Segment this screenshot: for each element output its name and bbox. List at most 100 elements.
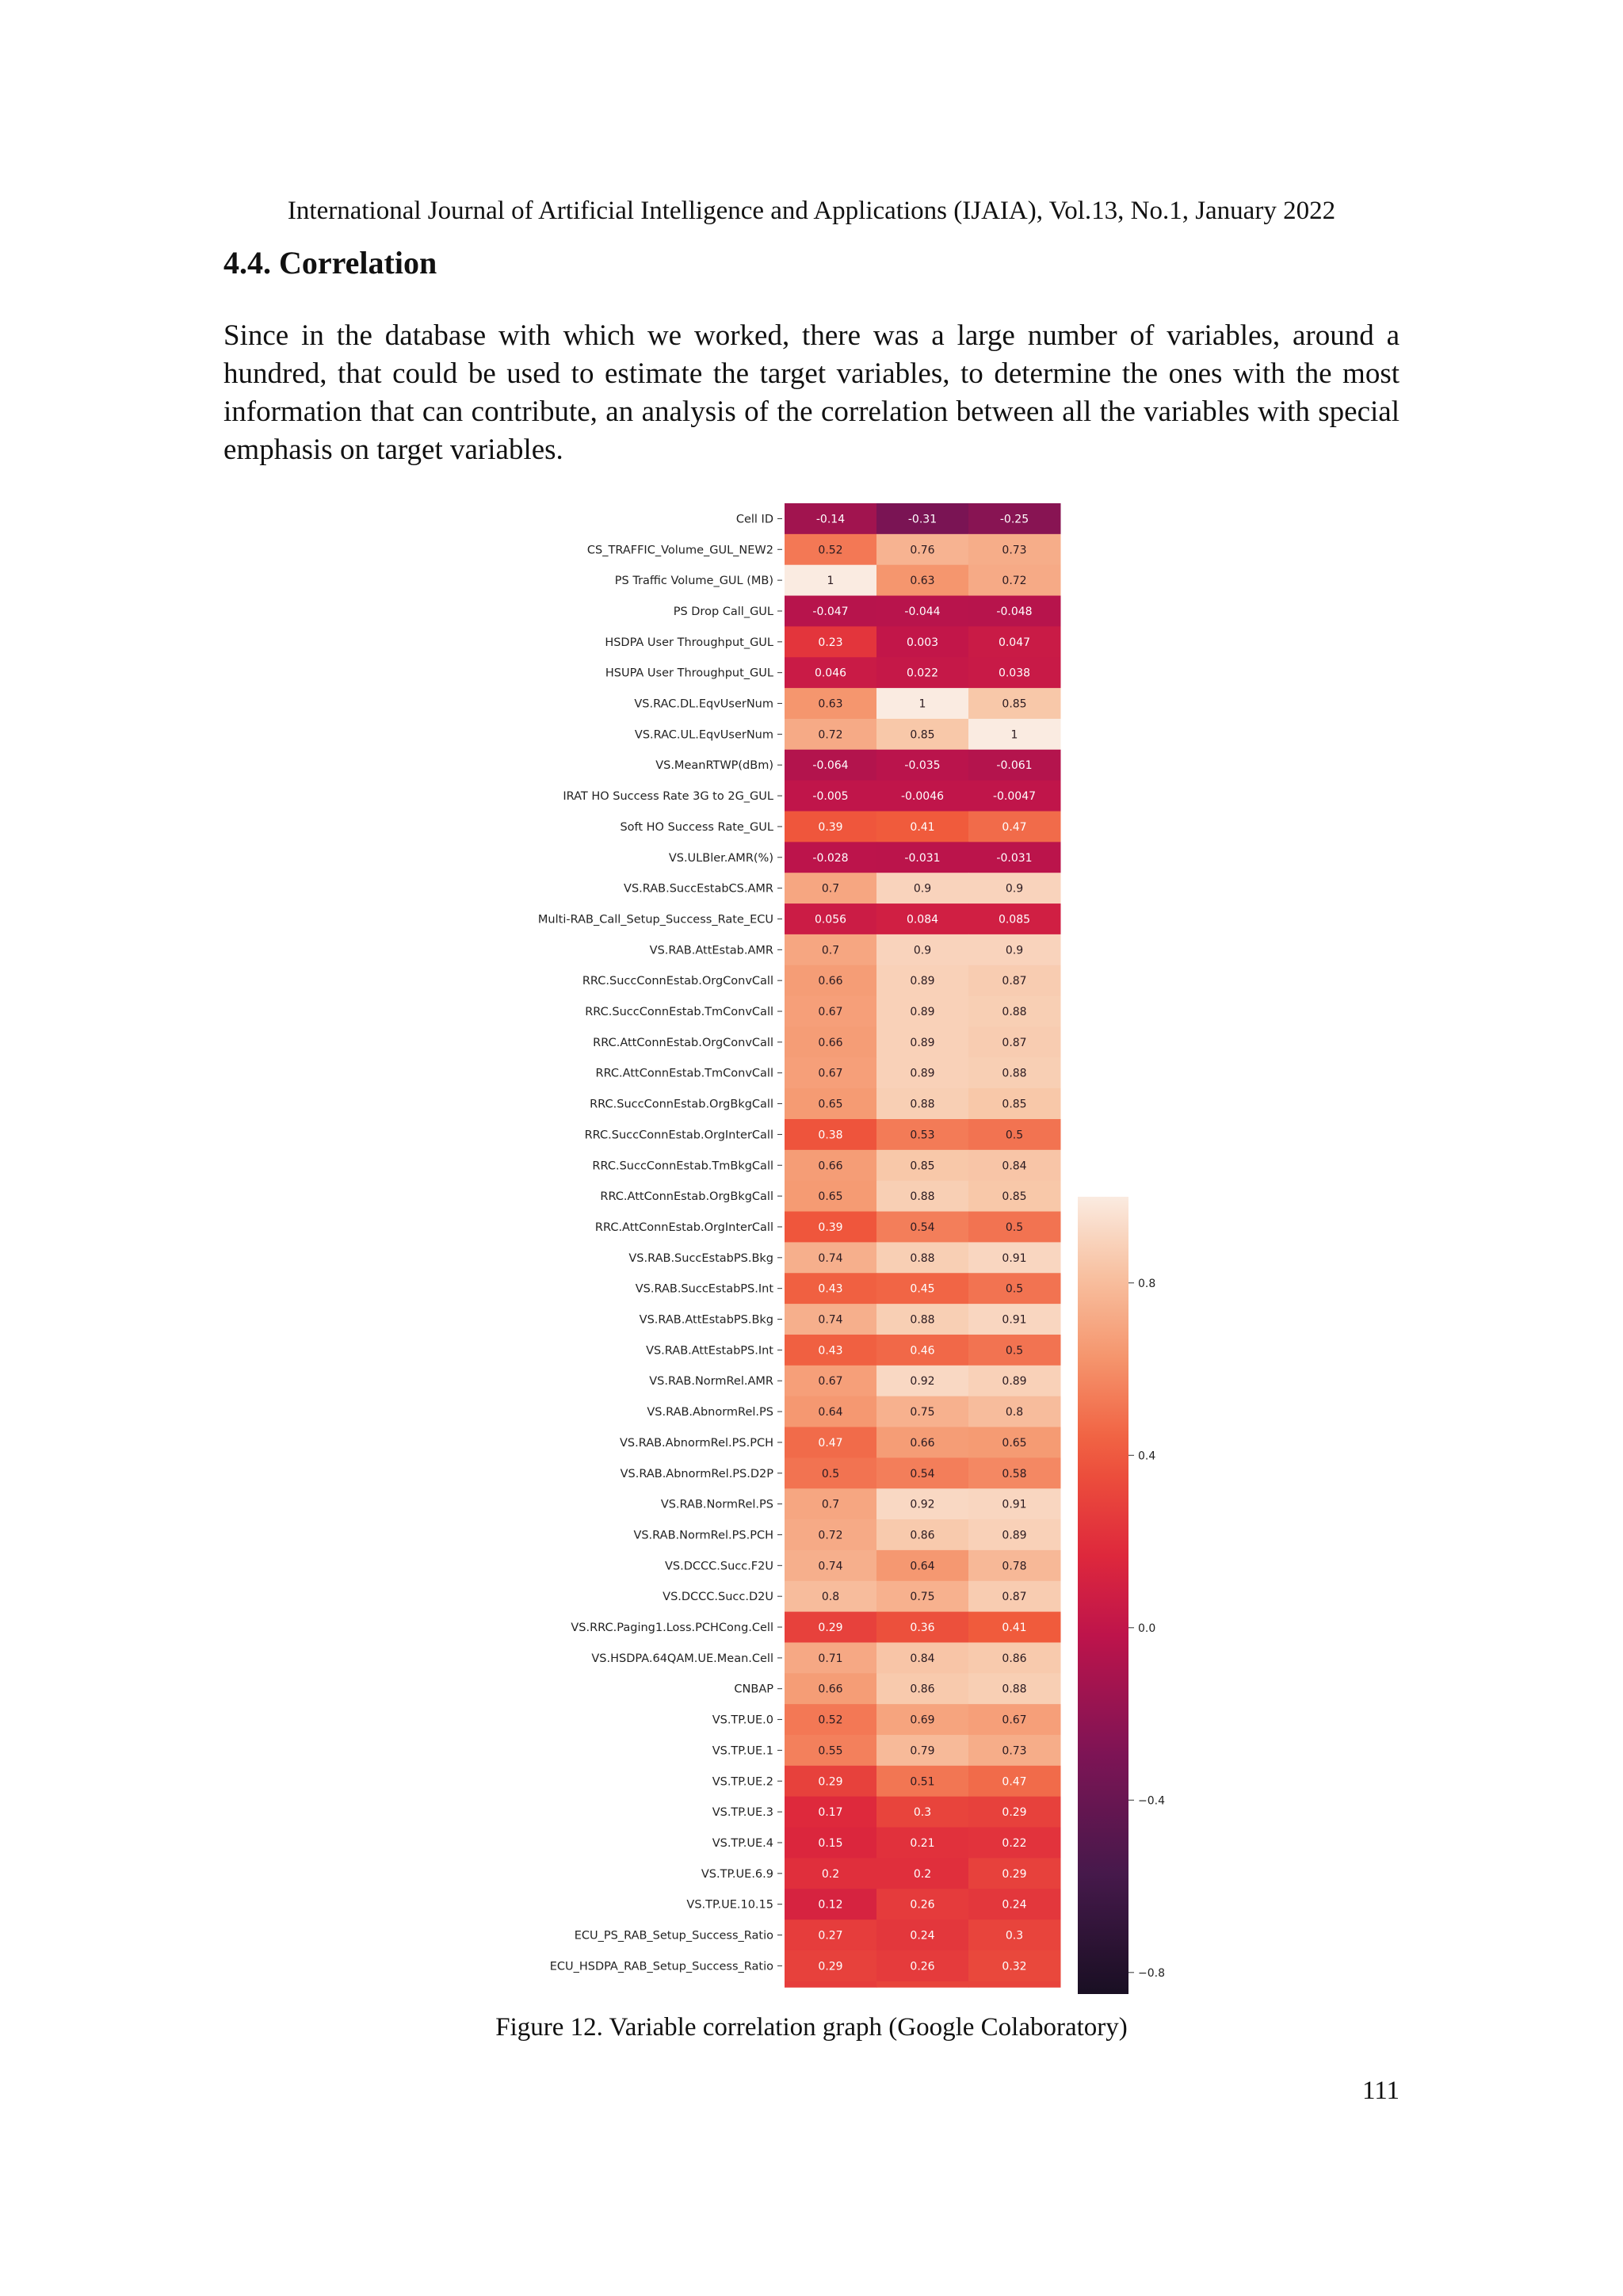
heatmap-cell — [968, 1858, 1061, 1889]
row-label: VS.DCCC.Succ.D2U — [663, 1591, 773, 1603]
cell-value-label: 0.47 — [818, 1437, 842, 1450]
heatmap-cell — [785, 1611, 877, 1643]
heatmap-cell — [785, 1365, 877, 1397]
heatmap-cell — [968, 1580, 1061, 1613]
row-label: VS.RAB.NormRel.PS — [661, 1499, 773, 1511]
row-label: CNBAP — [734, 1683, 773, 1696]
cell-value-label: 0.74 — [818, 1560, 842, 1572]
cell-value-label: -0.044 — [904, 606, 940, 618]
cell-value-label: 0.53 — [910, 1129, 934, 1141]
heatmap-cell — [785, 1765, 877, 1797]
cell-value-label: 0.23 — [818, 636, 842, 649]
heatmap-cell — [876, 1457, 969, 1489]
cell-value-label: 0.9 — [914, 944, 931, 957]
row-label: VS.RAB.NormRel.AMR — [649, 1375, 773, 1388]
row-label: PS Drop Call_GUL — [674, 606, 773, 618]
cell-value-label: 0.64 — [818, 1406, 842, 1419]
heatmap-cell — [785, 1457, 877, 1489]
row-label: VS.RAB.AbnormRel.PS.PCH — [620, 1437, 773, 1450]
cell-value-label: 0.3 — [914, 1806, 931, 1819]
cell-value-label: 0.88 — [1002, 1068, 1026, 1080]
heatmap-cell — [785, 1735, 877, 1767]
row-label: RRC.AttConnEstab.OrgConvCall — [593, 1037, 773, 1049]
cell-value-label: 0.24 — [1002, 1899, 1026, 1912]
heatmap-cell — [785, 780, 877, 812]
heatmap-cell — [785, 595, 877, 627]
colorbar-tick-label: 0.8 — [1138, 1278, 1155, 1290]
cell-value-label: 0.27 — [818, 1930, 842, 1943]
cell-value-label: 0.85 — [1002, 698, 1026, 711]
heatmap-cell — [876, 934, 969, 966]
heatmap-cell — [968, 1119, 1061, 1151]
heatmap-cell — [785, 1889, 877, 1920]
row-label: VS.RAB.SuccEstabPS.Bkg — [628, 1252, 773, 1265]
cell-value-label: 0.47 — [1002, 821, 1026, 834]
cell-value-label: 0.58 — [1002, 1468, 1026, 1480]
cell-value-label: 0.022 — [907, 667, 938, 680]
cell-value-label: 0.67 — [1002, 1714, 1026, 1727]
cell-value-label: 0.89 — [910, 1037, 934, 1049]
heatmap-cell — [968, 1242, 1061, 1274]
cell-value-label: 0.2 — [914, 1868, 931, 1881]
row-label: RRC.SuccConnEstab.OrgBkgCall — [590, 1098, 773, 1111]
cell-value-label: 1 — [919, 698, 926, 711]
cell-value-label: 0.46 — [910, 1344, 934, 1357]
row-label: Multi-RAB_Call_Setup_Success_Rate_ECU — [538, 913, 773, 926]
heatmap-cell — [785, 1088, 877, 1120]
heatmap-cell — [876, 1889, 969, 1920]
section-title: 4.4. Correlation — [223, 245, 437, 281]
heatmap-cell — [785, 842, 877, 873]
cell-value-label: 0.84 — [910, 1652, 934, 1665]
cell-value-label: 0.63 — [910, 575, 934, 587]
cell-value-label: 0.87 — [1002, 1037, 1026, 1049]
heatmap-cell — [876, 688, 969, 720]
cell-value-label: 0.79 — [910, 1744, 934, 1757]
cell-value-label: 0.85 — [910, 1159, 934, 1172]
journal-header: International Journal of Artificial Inte… — [287, 197, 1336, 225]
cell-value-label: 0.85 — [1002, 1190, 1026, 1203]
row-label: VS.RAB.AttEstabPS.Bkg — [640, 1314, 773, 1327]
heatmap-cell — [785, 1149, 877, 1182]
cell-value-label: 0.3 — [1006, 1930, 1023, 1943]
cell-value-label: 0.39 — [818, 1221, 842, 1234]
heatmap-cell — [785, 1704, 877, 1736]
row-label: RRC.SuccConnEstab.TmConvCall — [585, 1006, 773, 1018]
heatmap-cell — [968, 1735, 1061, 1767]
cell-value-label: 1 — [1011, 728, 1018, 741]
cell-value-label: 0.046 — [815, 667, 846, 680]
heatmap-cell — [968, 1088, 1061, 1120]
cell-value-label: 0.17 — [818, 1806, 842, 1819]
heatmap-cell — [785, 1273, 877, 1305]
heatmap-cell — [785, 1549, 877, 1582]
heatmap-cell — [876, 1026, 969, 1058]
cell-value-label: 0.5 — [1006, 1129, 1023, 1141]
cell-value-label: 0.7 — [822, 1499, 839, 1511]
heatmap-cell — [968, 842, 1061, 873]
cell-value-label: 0.7 — [822, 944, 839, 957]
heatmap-cell — [876, 1057, 969, 1089]
row-label: Soft HO Success Rate_GUL — [620, 821, 773, 834]
cell-value-label: 0.8 — [1006, 1406, 1023, 1419]
cell-value-label: 0.78 — [1002, 1560, 1026, 1572]
heatmap-cell — [876, 749, 969, 781]
cell-value-label: 0.51 — [910, 1775, 934, 1788]
page-number: 111 — [1361, 2076, 1400, 2105]
cell-value-label: 0.047 — [999, 636, 1030, 649]
row-label: VS.MeanRTWP(dBm) — [655, 759, 773, 772]
row-label: PS Traffic Volume_GUL (MB) — [615, 575, 773, 587]
heatmap-cell — [876, 1704, 969, 1736]
row-label: VS.RAB.AttEstabPS.Int — [646, 1344, 773, 1357]
heatmap-cell — [968, 1673, 1061, 1705]
body-paragraph: Since in the database with which we work… — [223, 319, 1400, 466]
cell-value-label: 0.88 — [1002, 1683, 1026, 1696]
row-label: VS.TP.UE.10.15 — [686, 1899, 773, 1912]
heatmap-cell — [968, 1889, 1061, 1920]
cell-value-label: 0.75 — [910, 1591, 934, 1603]
heatmap-cell-partial — [876, 1981, 969, 1988]
figure-caption: Figure 12. Variable correlation graph (G… — [495, 2013, 1128, 2042]
heatmap-cell — [785, 995, 877, 1027]
cell-value-label: 0.8 — [822, 1591, 839, 1603]
heatmap-cell — [876, 1242, 969, 1274]
cell-value-label: 0.92 — [910, 1375, 934, 1388]
heatmap-cell — [876, 1796, 969, 1828]
